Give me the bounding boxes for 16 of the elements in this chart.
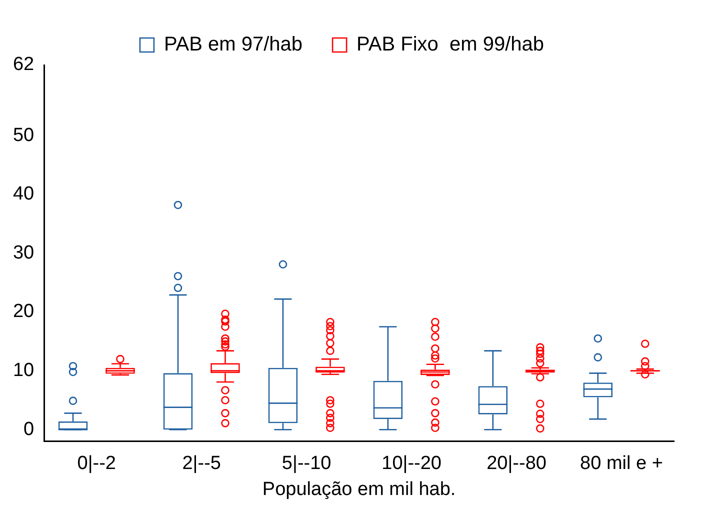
y-tick-label: 20 [12,301,34,322]
y-tick-label: 30 [12,242,34,264]
x-axis-title: População em mil hab. [262,478,456,500]
x-tick-label: 10|--20 [382,453,442,474]
y-tick-label: 40 [12,184,34,205]
y-tick-label: 0 [24,418,34,440]
x-tick-label: 5|--10 [282,453,332,474]
y-tick-label: 62 [12,54,34,76]
legend-label: PAB Fixo em 99/hab [356,34,544,56]
x-tick-label: 0|--2 [77,453,116,474]
x-tick-label: 80 mil e + [580,453,663,474]
legend-label: PAB em 97/hab [164,34,303,56]
y-tick-label: 10 [12,360,34,382]
x-tick-label: 20|--80 [486,453,546,474]
x-tick-label: 2|--5 [182,453,221,474]
y-tick-label: 50 [12,124,34,146]
